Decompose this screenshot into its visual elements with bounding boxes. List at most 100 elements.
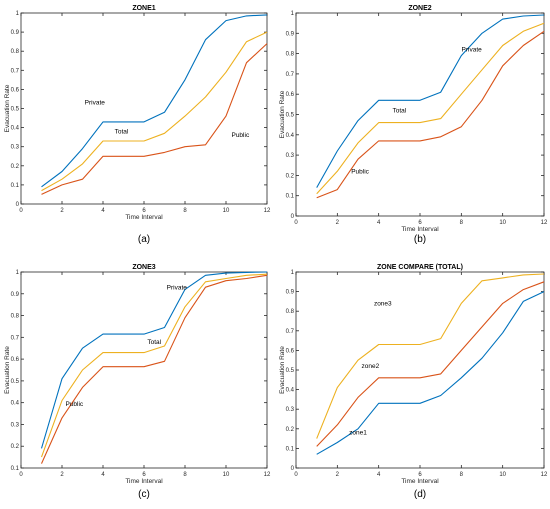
x-tick-label: 4 [101, 208, 105, 214]
x-tick-label: 8 [183, 472, 187, 478]
x-tick-label: 4 [377, 220, 381, 226]
y-tick-label: 0.7 [11, 335, 20, 341]
series-line-total [41, 31, 268, 192]
series-line-zone2 [316, 281, 545, 447]
y-tick-label: 0.4 [286, 388, 295, 394]
x-axis-label: Time Interval [125, 478, 163, 485]
y-tick-label: 0.8 [286, 309, 295, 315]
series-line-public [316, 30, 545, 199]
series-annotation: Total [392, 107, 406, 114]
x-tick-label: 10 [499, 220, 506, 226]
series-line-private [316, 14, 545, 188]
series-line-total [40, 273, 268, 458]
series-annotation: zone2 [362, 363, 380, 370]
y-tick-label: 0 [291, 214, 295, 220]
x-tick-label: 0 [19, 472, 23, 478]
y-axis-label: Evacuation Rate [279, 90, 286, 138]
chart-title: ZONE3 [132, 264, 155, 271]
series-line-private [41, 14, 268, 188]
x-tick-label: 4 [101, 472, 105, 478]
plot-area-frame [295, 12, 545, 217]
y-tick-label: 0.3 [286, 407, 295, 413]
y-tick-label: 0.1 [11, 466, 20, 472]
y-tick-label: 0.3 [286, 153, 295, 159]
y-tick-label: 0.9 [286, 31, 295, 37]
x-tick-label: 2 [336, 220, 340, 226]
y-tick-label: 0.7 [286, 329, 295, 335]
x-tick-label: 2 [336, 472, 340, 478]
y-tick-label: 0.4 [11, 401, 20, 407]
y-tick-label: 0.9 [11, 292, 20, 298]
panel-label: (b) [414, 234, 426, 245]
y-tick-label: 1 [16, 11, 20, 17]
x-tick-label: 12 [541, 220, 548, 226]
x-tick-label: 10 [499, 472, 506, 478]
y-tick-label: 0.9 [286, 290, 295, 296]
y-tick-label: 0.3 [11, 145, 20, 151]
y-tick-label: 1 [16, 270, 20, 276]
y-tick-label: 0.2 [286, 173, 295, 179]
y-tick-label: 0.1 [11, 183, 20, 189]
series-line-public [40, 274, 268, 464]
x-axis-label: Time Interval [125, 214, 163, 221]
series-line-public [41, 43, 268, 195]
x-tick-label: 12 [541, 472, 548, 478]
series-annotation: Total [147, 339, 161, 346]
x-tick-label: 4 [377, 472, 381, 478]
y-tick-label: 0.1 [286, 194, 295, 200]
x-tick-label: 8 [460, 472, 464, 478]
series-line-private [40, 271, 268, 449]
x-axis-label: Time Interval [401, 478, 439, 485]
x-tick-label: 0 [19, 208, 23, 214]
y-tick-label: 0.2 [11, 164, 20, 170]
y-tick-label: 0.1 [286, 446, 295, 452]
y-tick-label: 0.8 [286, 52, 295, 58]
series-line-zone3 [316, 273, 545, 439]
y-axis-label: Evacuation Rate [4, 84, 11, 132]
x-tick-label: 0 [294, 472, 298, 478]
y-axis-label: Evacuation Rate [279, 346, 286, 394]
x-tick-label: 6 [142, 472, 146, 478]
x-tick-label: 2 [60, 208, 64, 214]
panel-label: (d) [414, 489, 426, 500]
x-tick-label: 10 [223, 472, 230, 478]
plot-area-frame [295, 271, 545, 469]
y-tick-label: 0.5 [11, 107, 20, 113]
y-tick-label: 0.8 [11, 314, 20, 320]
series-line-zone1 [316, 291, 545, 455]
x-tick-label: 0 [294, 220, 298, 226]
y-tick-label: 0.6 [286, 92, 295, 98]
chart-panel-1: 0 2 4 6 8 10 12 0 0.1 0.2 0.3 0.4 0.5 0.6 0.7 0.8 0.9 1 ZO… [4, 5, 271, 245]
chart-title: ZONE COMPARE (TOTAL) [377, 264, 463, 271]
x-axis-label: Time Interval [401, 226, 439, 233]
chart-title: ZONE1 [132, 5, 155, 12]
series-annotation: Private [462, 47, 483, 54]
series-annotation: Public [351, 168, 369, 175]
series-annotation: Private [167, 284, 188, 291]
x-tick-label: 2 [60, 472, 64, 478]
panel-label: (a) [138, 234, 150, 245]
chart-panel-3: 0 2 4 6 8 10 12 0.1 0.2 0.3 0.4 0.5 0.6 0.7 0.8 0.9 1 ZON… [4, 264, 271, 500]
y-tick-label: 0.6 [286, 348, 295, 354]
y-tick-label: 0 [16, 202, 20, 208]
series-annotation: Private [85, 100, 106, 107]
y-tick-label: 0.8 [11, 49, 20, 55]
series-annotation: Public [231, 132, 249, 139]
y-tick-label: 0.4 [11, 126, 20, 132]
chart-panel-2: 0 2 4 6 8 10 12 0 0.1 0.2 0.3 0.4 0.5 0.6 0.7 0.8 0.9 1 ZO… [279, 5, 548, 245]
x-tick-label: 8 [183, 208, 187, 214]
chart-panel-4: 0 2 4 6 8 10 12 0 0.1 0.2 0.3 0.4 0.5 0.6 0.7 0.8 0.9 1 ZO… [279, 264, 548, 500]
y-tick-label: 1 [291, 11, 295, 17]
y-tick-label: 0.6 [11, 357, 20, 363]
chart-title: ZONE2 [408, 5, 431, 12]
y-tick-label: 0.9 [11, 30, 20, 36]
x-tick-label: 6 [418, 220, 422, 226]
y-tick-label: 0.7 [286, 72, 295, 78]
y-tick-label: 0.7 [11, 68, 20, 74]
y-tick-label: 0.6 [11, 87, 20, 93]
x-tick-label: 8 [460, 220, 464, 226]
y-tick-label: 1 [291, 270, 295, 276]
y-tick-label: 0.5 [286, 113, 295, 119]
x-tick-label: 12 [264, 208, 271, 214]
